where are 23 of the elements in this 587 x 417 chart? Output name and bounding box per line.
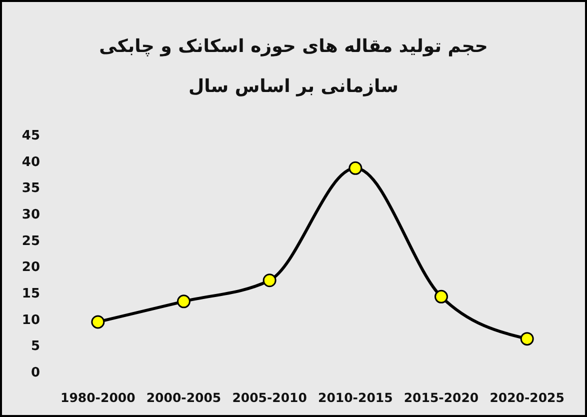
y-tick-label: 5 xyxy=(30,339,40,354)
point xyxy=(177,294,190,308)
y-tick-label: 30 xyxy=(22,208,40,223)
point xyxy=(520,332,534,346)
y-tick-label: 0 xyxy=(30,366,40,381)
x-tick-label: 2005-2010 xyxy=(232,390,308,405)
y-tick-label: 45 xyxy=(22,128,40,144)
x-tick-label: 2000-2005 xyxy=(146,390,222,405)
y-tick-label: 40 xyxy=(22,154,40,170)
x-tick-label: 2015-2020 xyxy=(404,390,479,405)
x-tick-label: 2010-2015 xyxy=(318,390,393,405)
point xyxy=(91,315,105,329)
y-tick-label: 25 xyxy=(22,234,40,249)
point xyxy=(348,161,362,175)
chart-title: حجم تولید مقاله های حوزه اسکانک و چابکی سازمانی بر اساس سال xyxy=(99,36,488,97)
y-tick-label: 10 xyxy=(22,312,40,328)
y-tick-label: 20 xyxy=(22,260,40,276)
x-tick-label: 2020-2025 xyxy=(490,390,564,405)
x-tick-label: 1980-2000 xyxy=(60,390,136,405)
y-tick-label: 35 xyxy=(22,181,40,196)
y-tick-label: 15 xyxy=(22,286,40,302)
point xyxy=(434,290,448,304)
point xyxy=(262,274,276,288)
